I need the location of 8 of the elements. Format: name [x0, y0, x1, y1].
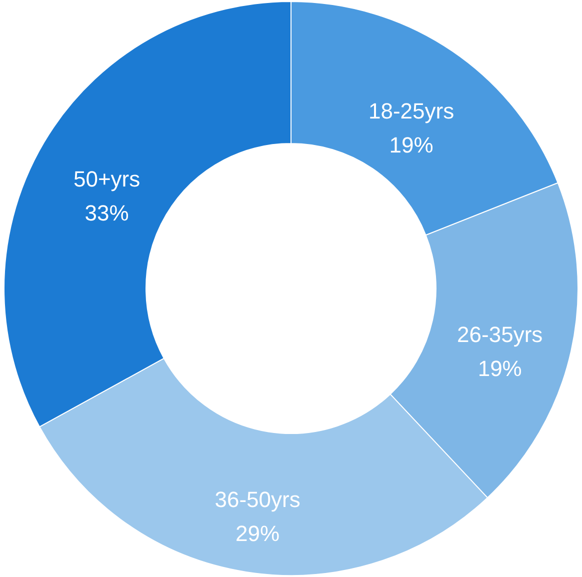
slice-label: 50+yrs: [73, 166, 140, 192]
data-label: 29%: [236, 520, 280, 546]
slice-label: 18-25yrs: [368, 98, 454, 124]
slice-label: 36-50yrs: [214, 486, 300, 512]
data-label: 19%: [478, 356, 522, 382]
data-label: 19%: [389, 132, 434, 158]
slice-label: 26-35yrs: [457, 322, 543, 348]
data-label: 33%: [84, 200, 129, 226]
